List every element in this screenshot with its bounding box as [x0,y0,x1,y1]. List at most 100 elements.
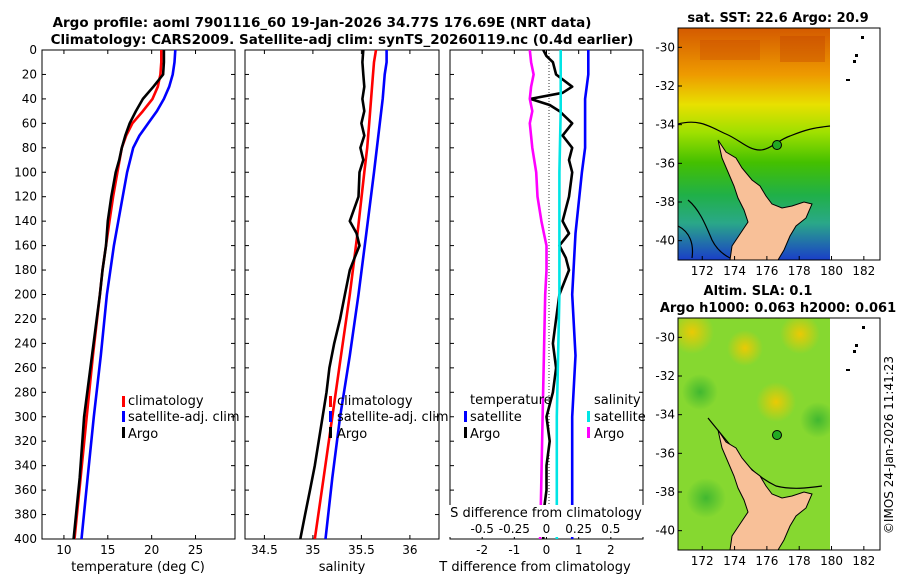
salinity-profiles [299,50,388,539]
map-x-tick-label: 182 [852,264,875,278]
sla-map-title-2: Argo h1000: 0.063 h2000: 0.061 [660,301,896,316]
x-tick-label: 0 [543,543,551,557]
map-x-tick-label: 174 [723,264,746,278]
legend-satellite-swatch [329,411,332,422]
map-x-tick-label: 174 [723,554,746,568]
salinity-legend: climatology satellite-adj. clim Argo [329,394,449,442]
y-tick-label: 100 [14,165,37,179]
map-x-tick-label: 172 [691,264,714,278]
sla-anomaly [727,330,763,366]
y-tick-label: 180 [14,263,37,277]
map-frame [677,27,881,261]
series-line-argo [72,50,166,539]
legend-climatology-label: climatology [337,394,413,409]
x-tick-label: 34.5 [251,543,278,557]
map-y-tick-label: -34 [655,408,675,422]
map-y-tick-label: -34 [655,118,675,132]
difference-legend: temperature satellite Argo salinity sate… [464,393,646,442]
legend-satellite-label: satellite-adj. clim [128,410,240,425]
series-line-climatology [313,50,378,539]
y-tick-label: 200 [14,288,37,302]
y-tick-label: 60 [22,116,37,130]
sst-map-ticks: 172 174 176 178 180 182 -30 -32 -34 -36 -38 -40 [655,27,881,278]
y-tick-label: 360 [14,483,37,497]
salinity-ticks: 34.5 35 35.5 36 [251,50,418,557]
island-dot [855,344,858,347]
y-tick-label: 220 [14,312,37,326]
legend-climatology-label: climatology [128,394,204,409]
x-tick-label: 15 [100,543,115,557]
sst-no-data [830,28,880,260]
sla-anomaly [780,318,820,354]
legend-temperature-satellite-label: satellite [470,410,522,425]
sst-warm-speckle [780,36,825,62]
map-y-tick-label: -32 [655,369,675,383]
x-tick-label: 10 [56,543,71,557]
x-tick-label: -2 [476,543,488,557]
sla-anomaly [678,318,714,354]
legend-argo-label: Argo [337,427,367,442]
x-tick-label: 35 [305,543,320,557]
difference-profiles [528,50,590,539]
top-tick-label: -0.25 [499,522,530,536]
map-y-tick-label: -38 [655,485,675,499]
island-dot [853,60,856,63]
map-y-tick-label: -40 [655,234,675,248]
salinity-xlabel: salinity [319,560,366,575]
new-zealand-land [717,139,813,260]
legend-temperature-argo-swatch [464,427,467,438]
y-tick-label: 20 [22,67,37,81]
depth-ticks: 0 20 40 60 80 100 120 140 160 180 200 220 240 260 280 3… [14,43,643,546]
imos-credit: ©IMOS 24-Jan-2026 11:41:23 [882,356,896,534]
y-tick-label: 40 [22,92,37,106]
salinity-difference-ticks: -0.5 -0.25 0 0.25 0.5 [470,522,620,536]
x-tick-label: -1 [508,543,520,557]
legend-argo-swatch [122,427,125,438]
legend-argo-label: Argo [128,427,158,442]
y-tick-label: 240 [14,336,37,350]
legend-climatology-swatch [329,396,332,407]
island-dot [846,369,850,371]
argo-position-marker [772,140,782,150]
top-axis-label-bg [448,505,644,537]
difference-xlabel: T difference from climatology [438,560,631,575]
legend-salinity-satellite-swatch [587,411,590,422]
legend-salinity-argo-swatch [587,427,590,438]
top-tick-label: 0 [543,522,551,536]
y-tick-label: 160 [14,239,37,253]
legend-argo-swatch [329,427,332,438]
map-x-tick-label: 172 [691,554,714,568]
map-frame [677,317,881,551]
series-line-salinity-argo [528,50,548,539]
y-tick-label: 380 [14,508,37,522]
island-dot [861,36,864,39]
map-y-tick-label: -38 [655,195,675,209]
map-x-tick-label: 182 [852,554,875,568]
map-x-tick-label: 180 [820,264,843,278]
sla-map-title-1: Altim. SLA: 0.1 [704,284,813,299]
map-x-tick-label: 178 [788,554,811,568]
sla-anomaly [800,402,836,438]
series-line-salinity-satellite [555,50,563,539]
series-line-satellite-adj-clim [80,50,177,539]
x-tick-label: 36 [402,543,417,557]
temperature-xlabel: temperature (deg C) [71,560,205,575]
legend-salinity-satellite-label: satellite [594,410,646,425]
temperature-profiles [72,50,177,539]
temperature-panel: 0204060801001201401601802002202402602803… [14,43,643,575]
map-y-tick-label: -32 [655,79,675,93]
top-tick-label: 0.25 [565,522,592,536]
sst-contour-line [678,121,831,151]
map-y-tick-label: -30 [655,330,675,344]
legend-salinity-heading: salinity [594,393,641,408]
island-dot [853,350,856,353]
sla-anomaly [682,374,718,410]
series-line-temperature-satellite [570,50,590,539]
sst-warm-speckle [700,40,760,60]
y-tick-label: 320 [14,434,37,448]
sla-anomaly [686,478,726,518]
top-tick-label: 0.5 [601,522,620,536]
legend-climatology-swatch [122,396,125,407]
header-line-1: Argo profile: aoml 7901116_60 19-Jan-202… [53,15,592,31]
